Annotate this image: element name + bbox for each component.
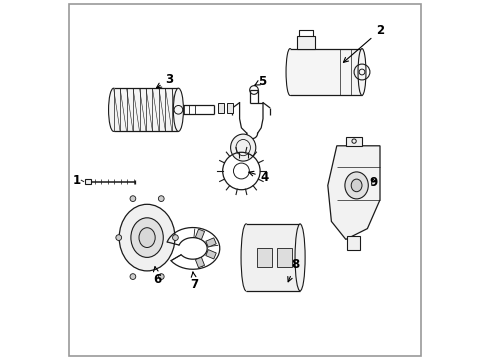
Text: 1: 1	[73, 174, 80, 186]
Bar	[277, 248, 292, 267]
Ellipse shape	[173, 88, 183, 131]
Bar	[206, 238, 216, 247]
Ellipse shape	[345, 172, 368, 199]
Bar	[297, 36, 315, 49]
Polygon shape	[328, 146, 380, 239]
Ellipse shape	[295, 224, 305, 291]
Text: 3: 3	[156, 73, 173, 88]
Circle shape	[172, 235, 178, 240]
Text: 8: 8	[288, 258, 299, 282]
Bar	[257, 248, 272, 267]
Bar	[114, 88, 178, 131]
Circle shape	[130, 196, 136, 202]
Bar	[346, 236, 360, 250]
Text: 6: 6	[153, 267, 161, 286]
Ellipse shape	[358, 49, 366, 95]
Text: 2: 2	[343, 24, 384, 62]
Bar	[290, 49, 362, 95]
Ellipse shape	[119, 204, 175, 271]
Ellipse shape	[241, 224, 251, 291]
Ellipse shape	[139, 228, 155, 248]
Ellipse shape	[351, 179, 362, 192]
Circle shape	[158, 274, 164, 279]
Ellipse shape	[131, 218, 163, 257]
Bar	[346, 137, 362, 146]
Bar	[196, 257, 204, 268]
Bar	[85, 179, 91, 184]
Ellipse shape	[286, 49, 294, 95]
Text: 4: 4	[249, 171, 269, 184]
Circle shape	[130, 274, 136, 279]
Text: 5: 5	[255, 75, 267, 87]
Circle shape	[116, 235, 122, 240]
Ellipse shape	[231, 134, 256, 161]
Bar	[218, 103, 224, 113]
Text: 7: 7	[191, 272, 198, 291]
Bar	[206, 249, 216, 259]
Ellipse shape	[109, 88, 119, 131]
Circle shape	[158, 196, 164, 202]
Bar	[246, 224, 300, 291]
Bar	[227, 103, 233, 113]
Bar	[196, 229, 204, 239]
Text: 9: 9	[370, 176, 378, 189]
